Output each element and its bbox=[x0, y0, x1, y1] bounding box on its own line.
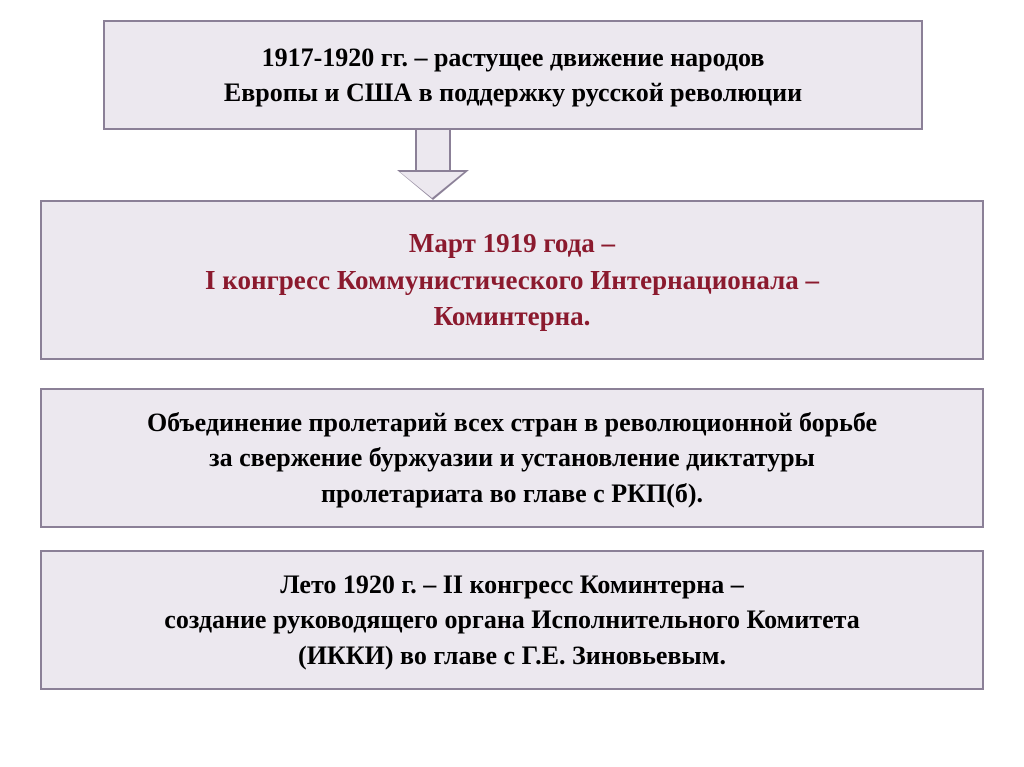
box1-line2: Европы и США в поддержку русской революц… bbox=[224, 75, 802, 110]
box2-line3: Коминтерна. bbox=[434, 298, 591, 334]
box4-line3: (ИККИ) во главе с Г.Е. Зиновьевым. bbox=[298, 638, 726, 673]
box-1917-1920: 1917-1920 гг. – растущее движение народо… bbox=[103, 20, 923, 130]
arrow-down bbox=[397, 128, 469, 200]
box3-line1: Объединение пролетарий всех стран в рево… bbox=[147, 405, 877, 440]
box-proletariat-union: Объединение пролетарий всех стран в рево… bbox=[40, 388, 984, 528]
box2-line2: I конгресс Коммунистического Интернацион… bbox=[205, 262, 819, 298]
arrow-head bbox=[397, 170, 469, 200]
box3-line3: пролетариата во главе с РКП(б). bbox=[321, 476, 703, 511]
arrow-stem bbox=[415, 128, 451, 170]
box4-line2: создание руководящего органа Исполнитель… bbox=[164, 602, 859, 637]
box-march-1919: Март 1919 года – I конгресс Коммунистиче… bbox=[40, 200, 984, 360]
box-summer-1920: Лето 1920 г. – II конгресс Коминтерна – … bbox=[40, 550, 984, 690]
arrow-down-container bbox=[103, 128, 923, 200]
box1-line1: 1917-1920 гг. – растущее движение народо… bbox=[262, 40, 765, 75]
box4-line1: Лето 1920 г. – II конгресс Коминтерна – bbox=[280, 567, 744, 602]
box3-line2: за свержение буржуазии и установление ди… bbox=[209, 440, 815, 475]
box2-line1: Март 1919 года – bbox=[409, 225, 615, 261]
